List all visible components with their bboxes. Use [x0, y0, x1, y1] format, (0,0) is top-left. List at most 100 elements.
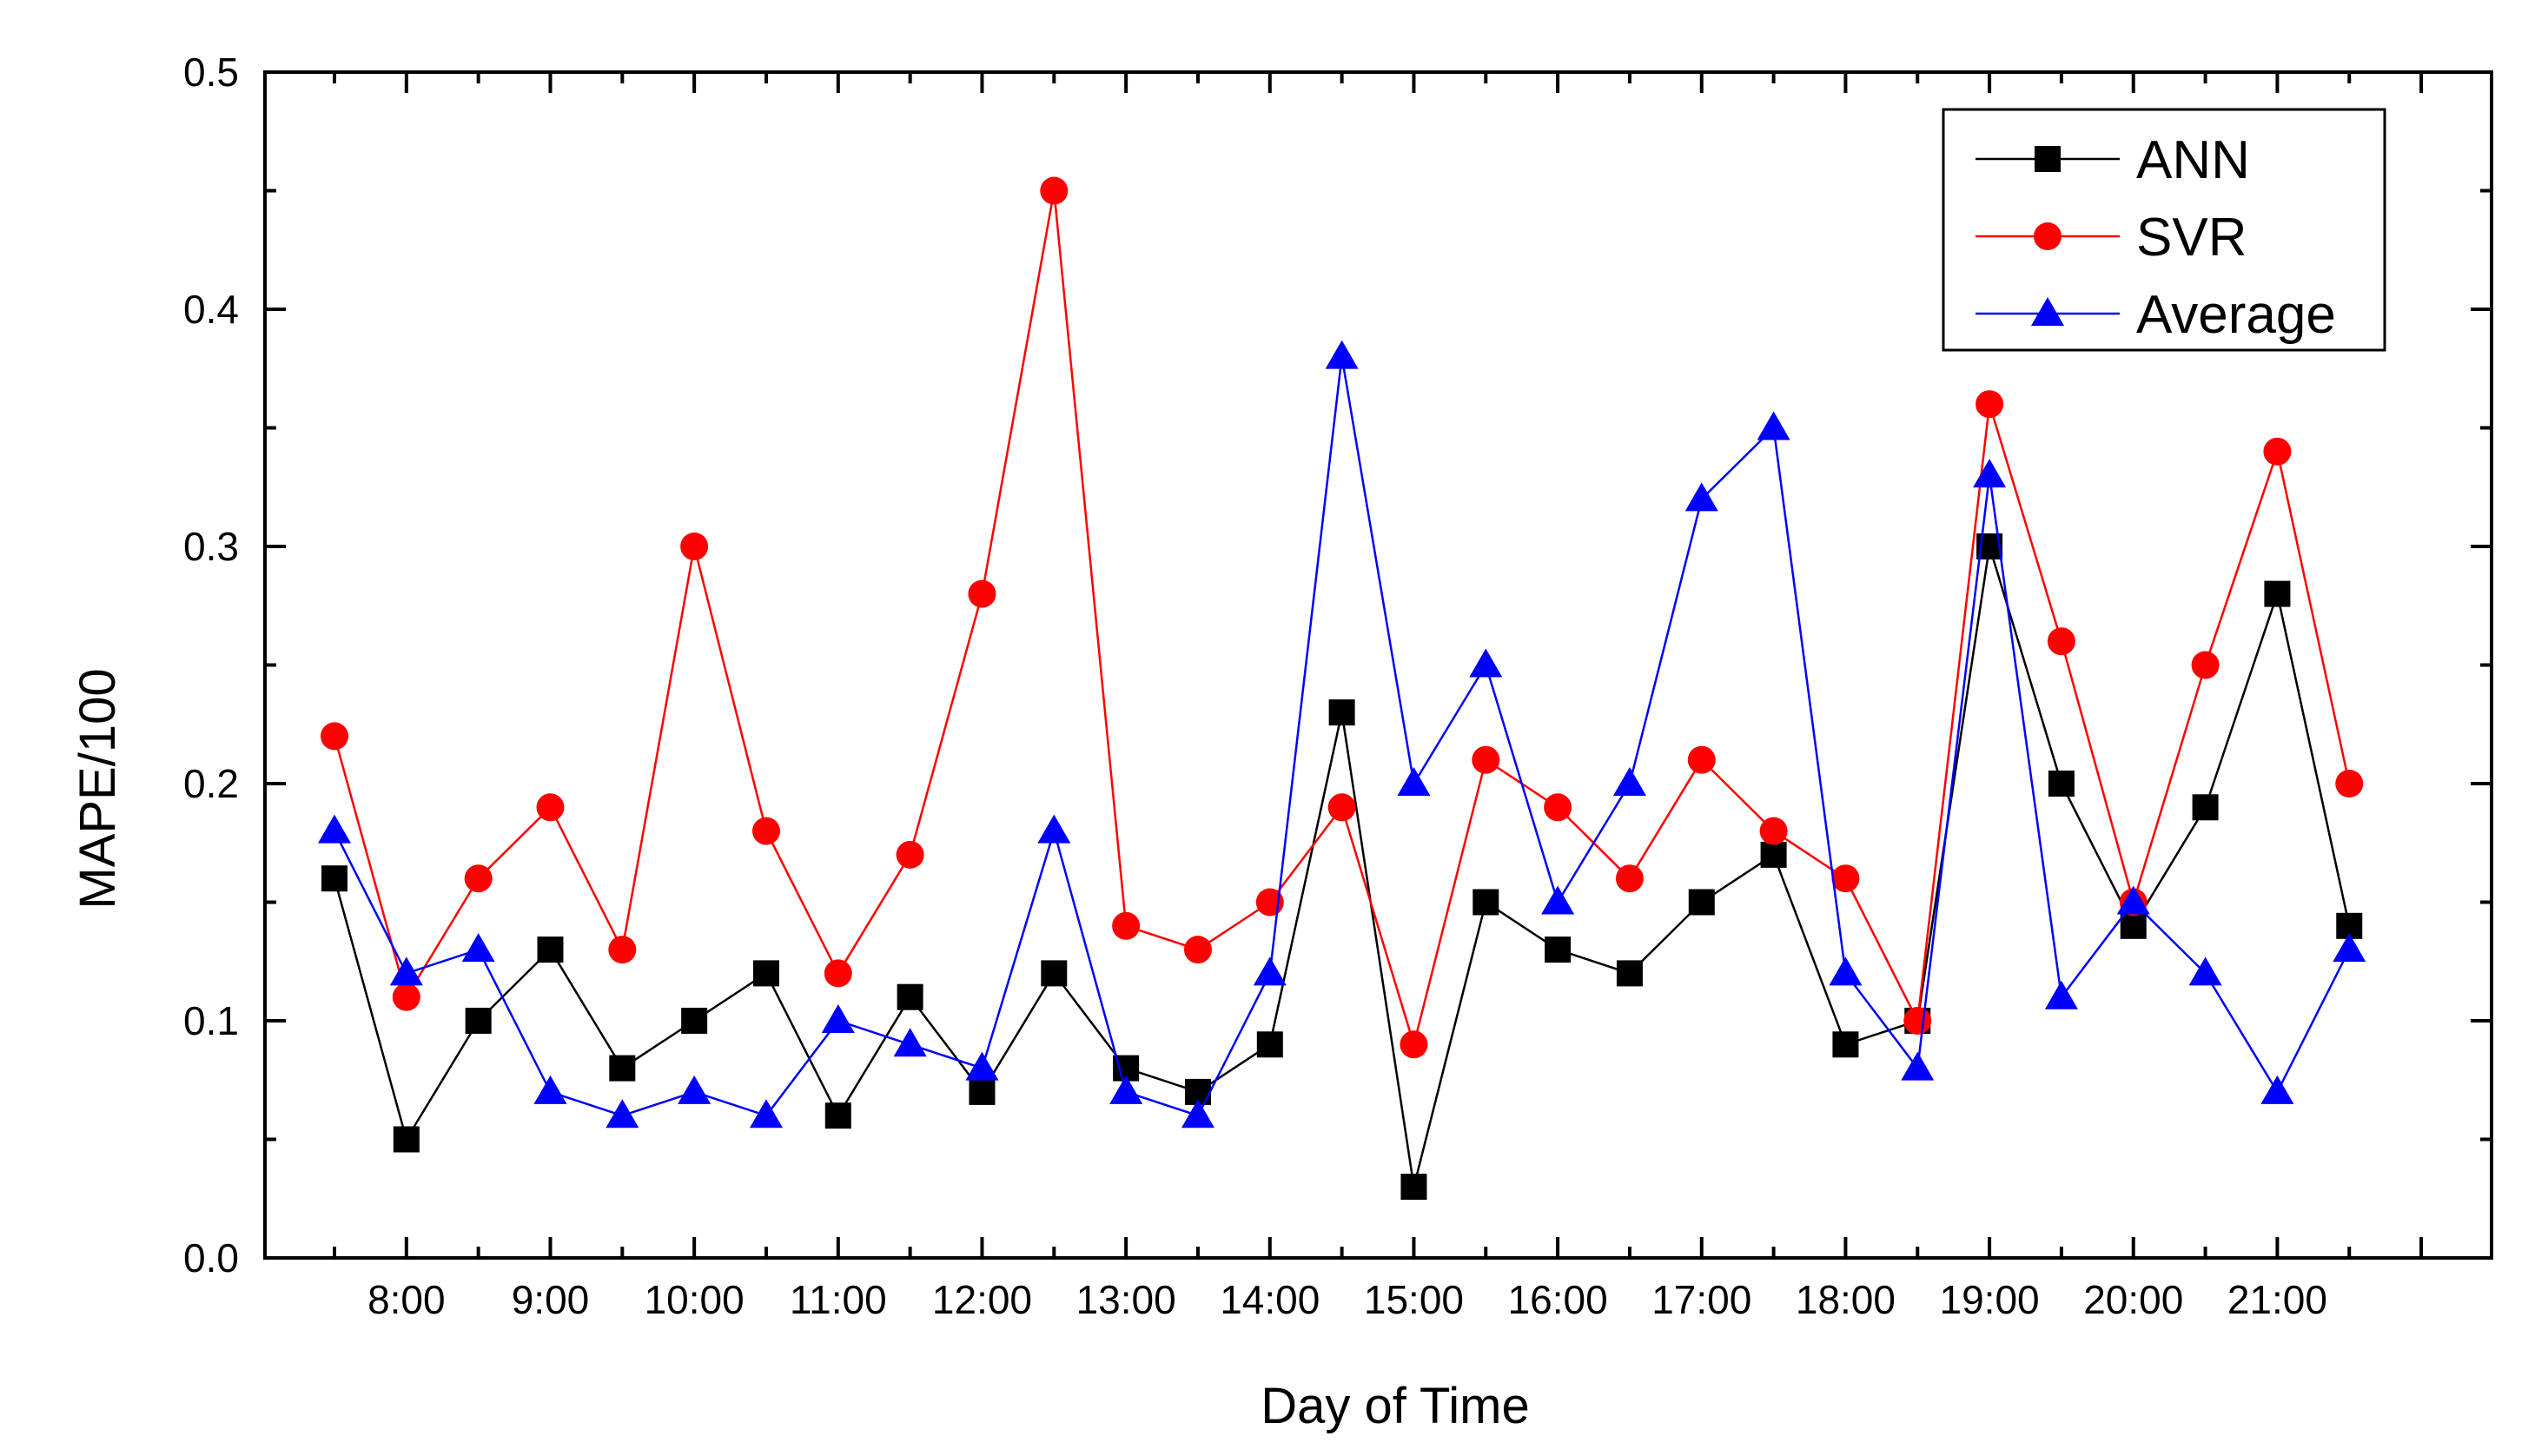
- series-ann-point: [465, 1008, 492, 1034]
- series-average-point: [606, 1099, 639, 1128]
- x-tick-label: 9:00: [512, 1277, 590, 1322]
- series-average-point: [678, 1075, 711, 1104]
- series-ann-point: [1832, 1031, 1859, 1058]
- series-average-point: [821, 1004, 855, 1033]
- series-average-point: [1973, 459, 2007, 488]
- legend-svr-label: SVR: [2136, 208, 2247, 268]
- legend-ann-marker: [2035, 146, 2061, 172]
- x-tick-label: 20:00: [2083, 1277, 2183, 1322]
- x-tick-label: 16:00: [1508, 1277, 1608, 1322]
- series-ann-point: [1473, 889, 1499, 916]
- series-svr-point: [392, 983, 420, 1011]
- series-ann-point: [752, 960, 779, 987]
- series-average-point: [1757, 411, 1790, 440]
- series-ann-point: [1400, 1174, 1427, 1201]
- series-ann-point: [969, 1078, 996, 1105]
- series-svr-point: [824, 959, 852, 988]
- series-average-point: [2044, 980, 2078, 1009]
- x-tick-label: 11:00: [790, 1277, 887, 1322]
- series-svr-point: [1544, 793, 1572, 822]
- series-average-point: [1469, 648, 1503, 678]
- series-average-point: [1325, 340, 1359, 369]
- x-tick-label: 8:00: [367, 1277, 446, 1322]
- series-average-point: [461, 933, 495, 963]
- series-svr-point: [321, 722, 348, 751]
- series-svr-point: [1903, 1007, 1932, 1035]
- series-average-point: [1541, 885, 1575, 915]
- series-average-point: [318, 814, 351, 844]
- series-svr-point: [2191, 651, 2220, 679]
- series-ann-point: [2048, 771, 2075, 797]
- series-svr-point: [1183, 936, 1212, 964]
- series-ann-point: [1688, 889, 1715, 916]
- series-svr-point: [1759, 817, 1788, 845]
- series-ann-point: [321, 865, 347, 892]
- x-tick-label: 15:00: [1364, 1277, 1464, 1322]
- x-tick-label: 21:00: [2227, 1277, 2327, 1322]
- y-tick-label: 0.0: [183, 1235, 239, 1281]
- series-average-point: [1109, 1075, 1143, 1104]
- series-svr-point: [968, 579, 996, 608]
- x-tick-label: 13:00: [1076, 1277, 1176, 1322]
- series-ann-point: [1616, 960, 1643, 987]
- series-svr-point: [1040, 176, 1069, 205]
- series-ann-point: [1545, 936, 1572, 963]
- series-average-point: [1829, 956, 1863, 986]
- series-ann-point: [393, 1126, 420, 1153]
- x-tick-label: 12:00: [932, 1277, 1032, 1322]
- y-tick-label: 0.4: [183, 287, 239, 332]
- series-svr-point: [1976, 390, 2004, 419]
- x-axis-title: Day of Time: [1261, 1378, 1529, 1434]
- series-svr-point: [536, 793, 565, 822]
- series-layer: [318, 176, 2366, 1201]
- series-average-point: [1181, 1099, 1214, 1128]
- series-average-point: [1612, 767, 1646, 796]
- y-tick-label: 0.3: [183, 524, 239, 569]
- series-average-point: [2116, 885, 2150, 915]
- series-average-point: [2260, 1075, 2294, 1104]
- series-svr-point: [1615, 864, 1644, 893]
- series-average-point: [1684, 482, 1718, 512]
- legend-svr-marker: [2034, 222, 2062, 250]
- series-average: [318, 340, 2366, 1128]
- series-svr-point: [2335, 770, 2364, 797]
- x-tick-label: 18:00: [1796, 1277, 1896, 1322]
- x-tick-label: 10:00: [645, 1277, 745, 1322]
- series-svr-point: [680, 533, 709, 560]
- series-svr-point: [896, 840, 924, 869]
- series-svr-point: [1687, 745, 1716, 774]
- series-average-point: [533, 1075, 567, 1104]
- series-average-point: [1397, 767, 1431, 796]
- series-svr-point: [464, 864, 493, 893]
- series-ann-point: [1760, 841, 1787, 868]
- y-tick-label: 0.5: [183, 50, 239, 95]
- series-ann-point: [1041, 960, 1068, 987]
- series-average-point: [1253, 956, 1287, 986]
- y-tick-label: 0.1: [183, 998, 239, 1043]
- legend: ANN SVR Average: [1942, 108, 2386, 352]
- y-tick-label: 0.2: [183, 761, 239, 806]
- y-axis-title: MAPE/100: [69, 668, 126, 909]
- series-ann-point: [824, 1102, 851, 1129]
- x-tick-label: 17:00: [1651, 1277, 1751, 1322]
- x-tick-label: 19:00: [1940, 1277, 2040, 1322]
- legend-box: [1942, 108, 2386, 352]
- series-average-point: [2188, 956, 2222, 986]
- series-ann-point: [897, 983, 923, 1010]
- legend-average-marker: [2031, 297, 2064, 326]
- series-svr-point: [1831, 864, 1860, 893]
- series-average-point: [389, 956, 423, 986]
- series-average-point: [2333, 933, 2366, 963]
- series-average-point: [749, 1099, 783, 1128]
- series-svr-point: [2263, 437, 2292, 466]
- series-ann-point: [2120, 912, 2147, 939]
- series-average-point: [1037, 814, 1071, 844]
- series-ann-point: [2192, 794, 2219, 821]
- series-ann-point: [537, 936, 564, 963]
- series-ann-point: [1328, 699, 1355, 726]
- series-svr-point: [2047, 627, 2075, 656]
- series-average-point: [893, 1028, 927, 1057]
- series-svr-point: [1112, 911, 1141, 940]
- series-average-point: [1901, 1051, 1935, 1081]
